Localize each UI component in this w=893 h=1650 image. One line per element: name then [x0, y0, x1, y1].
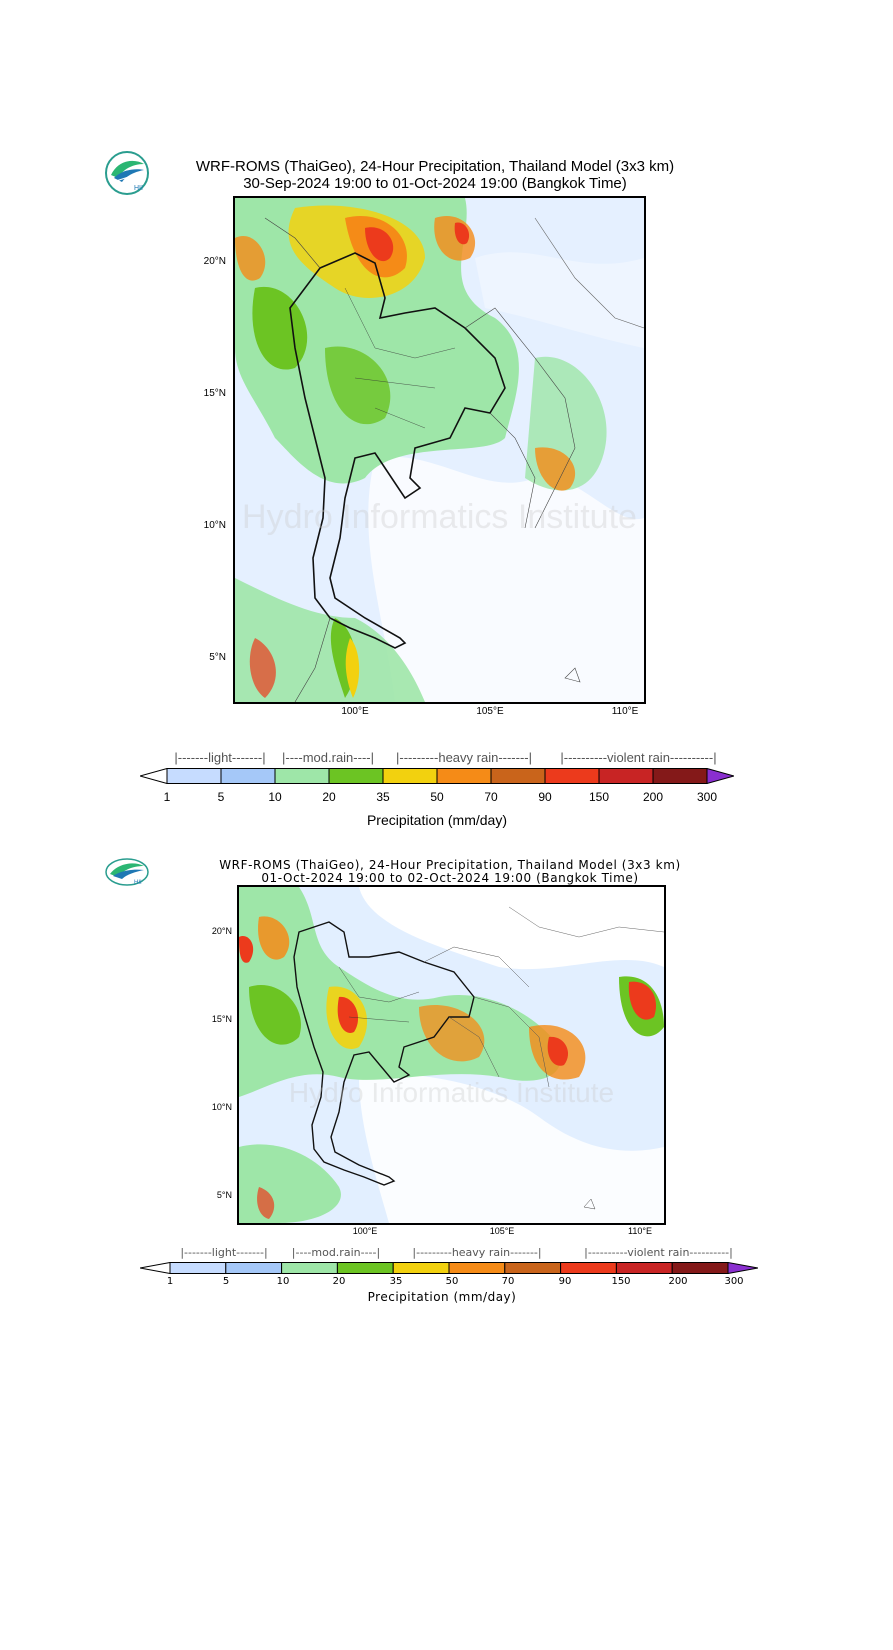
colorbar-segment — [448, 1262, 506, 1274]
colorbar-ticks: 1 5 10 20 35 50 70 90 150 200 300 — [166, 1276, 744, 1290]
colorbar-under-arrow — [140, 1262, 171, 1274]
category-heavy: |---------heavy rain-------| — [412, 1246, 542, 1259]
colorbar — [140, 768, 734, 784]
colorbar-segment — [598, 768, 654, 784]
colorbar-over-arrow — [727, 1262, 758, 1274]
lat-label-5n: 5°N — [216, 1190, 232, 1200]
tick-label: 70 — [484, 790, 498, 804]
colorbar-segment — [382, 768, 438, 784]
category-heavy: |---------heavy rain-------| — [396, 750, 532, 765]
category-violent: |----------violent rain----------| — [584, 1246, 733, 1259]
tick-label: 20 — [332, 1276, 346, 1287]
tick-label: 10 — [268, 790, 282, 804]
legend-categories: |-------light-------| |----mod.rain----|… — [168, 1246, 755, 1259]
category-moderate: |----mod.rain----| — [282, 750, 374, 765]
colorbar-segment — [336, 1262, 394, 1274]
lat-label-10n: 10°N — [203, 520, 226, 531]
colorbar-segment — [652, 768, 708, 784]
colorbar-under-arrow — [140, 768, 168, 784]
tick-label: 50 — [430, 790, 444, 804]
hii-logo: HII — [104, 857, 150, 887]
colorbar-segment — [166, 768, 222, 784]
colorbar-label: Precipitation (mm/day) — [367, 1290, 517, 1304]
colorbar-ticks: 1 5 10 20 35 50 70 90 150 200 300 — [163, 790, 717, 806]
tick-label: 90 — [558, 1276, 572, 1287]
lon-label-105e: 105°E — [489, 1226, 515, 1236]
tick-label: 300 — [696, 790, 718, 804]
lon-label-105e: 105°E — [476, 706, 504, 717]
colorbar-segment — [504, 1262, 562, 1274]
lat-label-20n: 20°N — [211, 926, 232, 936]
colorbar-segment — [274, 768, 330, 784]
lon-label-110e: 110°E — [628, 1226, 652, 1236]
tick-label: 20 — [322, 790, 336, 804]
legend-categories: |-------light-------| |----mod.rain----|… — [166, 750, 731, 765]
colorbar-segment — [490, 768, 546, 784]
lon-label-100e: 100°E — [341, 706, 369, 717]
category-moderate: |----mod.rain----| — [291, 1246, 381, 1259]
colorbar-segment — [169, 1262, 227, 1274]
tick-label: 300 — [724, 1276, 744, 1287]
colorbar-segment — [392, 1262, 450, 1274]
precipitation-map: Hydro Informatics Institute — [237, 885, 666, 1225]
tick-label: 35 — [376, 790, 390, 804]
title-line-2: 30-Sep-2024 19:00 to 01-Oct-2024 19:00 (… — [243, 175, 627, 192]
hii-logo: HII — [104, 150, 150, 196]
tick-label: 50 — [445, 1276, 459, 1287]
lat-label-10n: 10°N — [211, 1102, 232, 1112]
tick-label: 150 — [611, 1276, 631, 1287]
precipitation-map: Hydro Informatics Institute — [233, 196, 646, 704]
map-title: WRF-ROMS (ThaiGeo), 24-Hour Precipitatio… — [160, 859, 740, 885]
tick-label: 1 — [166, 1276, 174, 1287]
lat-label-15n: 15°N — [211, 1014, 232, 1024]
colorbar-segment — [615, 1262, 673, 1274]
tick-label: 150 — [588, 790, 610, 804]
tick-label: 10 — [276, 1276, 290, 1287]
tick-label: 90 — [538, 790, 552, 804]
colorbar-segment — [225, 1262, 283, 1274]
tick-label: 200 — [642, 790, 664, 804]
colorbar — [140, 1262, 758, 1274]
title-line-1: WRF-ROMS (ThaiGeo), 24-Hour Precipitatio… — [219, 858, 681, 872]
lat-label-15n: 15°N — [203, 388, 226, 399]
tick-label: 35 — [389, 1276, 403, 1287]
colorbar-segment — [436, 768, 492, 784]
lat-label-5n: 5°N — [209, 652, 226, 663]
tick-label: 70 — [501, 1276, 515, 1287]
colorbar-segment — [544, 768, 600, 784]
colorbar-label: Precipitation (mm/day) — [366, 812, 508, 828]
colorbar-segment — [220, 768, 276, 784]
category-light: |-------light-------| — [174, 750, 266, 765]
colorbar-segment — [281, 1262, 338, 1274]
title-line-2: 01-Oct-2024 19:00 to 02-Oct-2024 19:00 (… — [261, 871, 639, 885]
watermark: Hydro Informatics Institute — [288, 1077, 615, 1108]
tick-label: 1 — [163, 790, 171, 804]
lon-label-110e: 110°E — [611, 706, 639, 717]
category-light: |-------light-------| — [180, 1246, 268, 1259]
map-title: WRF-ROMS (ThaiGeo), 24-Hour Precipitatio… — [155, 158, 715, 192]
colorbar-segment — [560, 1262, 617, 1274]
lon-label-100e: 100°E — [352, 1226, 378, 1236]
colorbar-over-arrow — [706, 768, 734, 784]
colorbar-segment — [671, 1262, 729, 1274]
title-line-1: WRF-ROMS (ThaiGeo), 24-Hour Precipitatio… — [195, 158, 675, 175]
category-violent: |----------violent rain----------| — [560, 750, 717, 765]
lat-label-20n: 20°N — [203, 256, 226, 267]
logo-text: HII — [134, 185, 143, 192]
tick-label: 5 — [217, 790, 225, 804]
tick-label: 200 — [668, 1276, 688, 1287]
colorbar-segment — [328, 768, 384, 784]
watermark: Hydro Informatics Institute — [242, 498, 637, 536]
logo-text: HII — [134, 880, 142, 886]
tick-label: 5 — [222, 1276, 230, 1287]
